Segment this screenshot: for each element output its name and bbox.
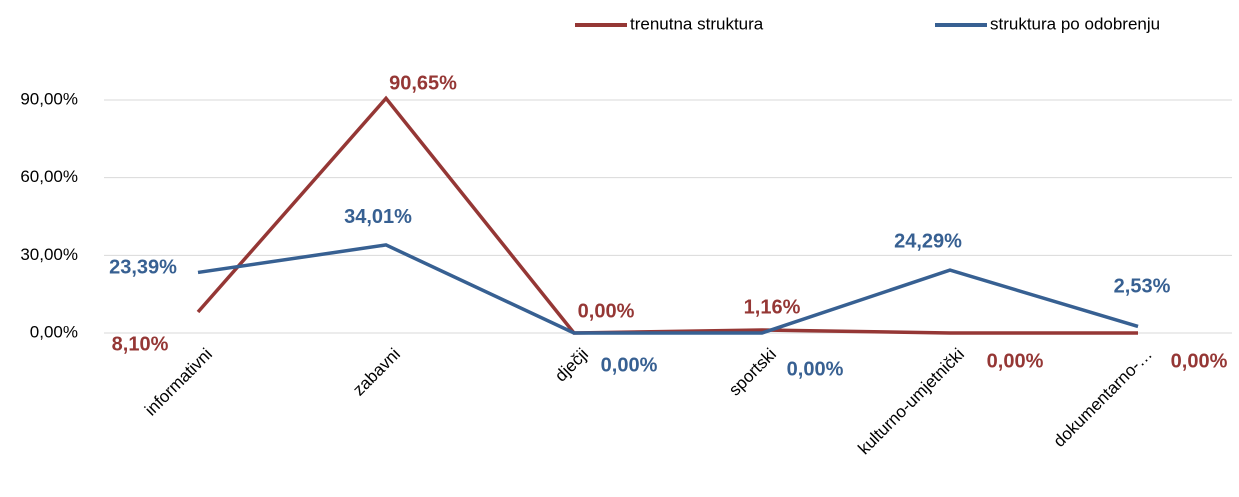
y-tick-label: 0,00% — [30, 322, 78, 341]
series-line — [196, 95, 1138, 335]
data-label: 0,00% — [578, 300, 635, 322]
x-tick-label: informativni — [141, 345, 216, 420]
data-label: 0,00% — [987, 350, 1044, 372]
x-tick-label: kulturno-umjetnički — [854, 345, 968, 459]
data-label: 23,39% — [109, 257, 177, 279]
data-label: 1,16% — [744, 296, 801, 318]
y-tick-label: 60,00% — [20, 167, 78, 186]
legend-label: trenutna struktura — [630, 14, 764, 33]
y-tick-label: 30,00% — [20, 245, 78, 264]
data-label: 0,00% — [601, 354, 658, 376]
data-label: 8,10% — [112, 333, 169, 355]
data-label: 0,00% — [787, 358, 844, 380]
x-tick-label: sportski — [725, 345, 780, 400]
y-tick-label: 90,00% — [20, 89, 78, 108]
data-label: 34,01% — [344, 206, 412, 228]
x-tick-label: dječji — [551, 345, 592, 386]
data-label: 90,65% — [389, 73, 457, 95]
data-label: 24,29% — [894, 230, 962, 252]
data-label: 0,00% — [1171, 350, 1228, 372]
legend-label: struktura po odobrenju — [990, 14, 1160, 33]
x-tick-label: zabavni — [349, 345, 404, 400]
data-label: 2,53% — [1114, 276, 1171, 298]
x-tick-label: dokumentarno-… — [1050, 345, 1156, 451]
series-line — [197, 243, 1139, 335]
